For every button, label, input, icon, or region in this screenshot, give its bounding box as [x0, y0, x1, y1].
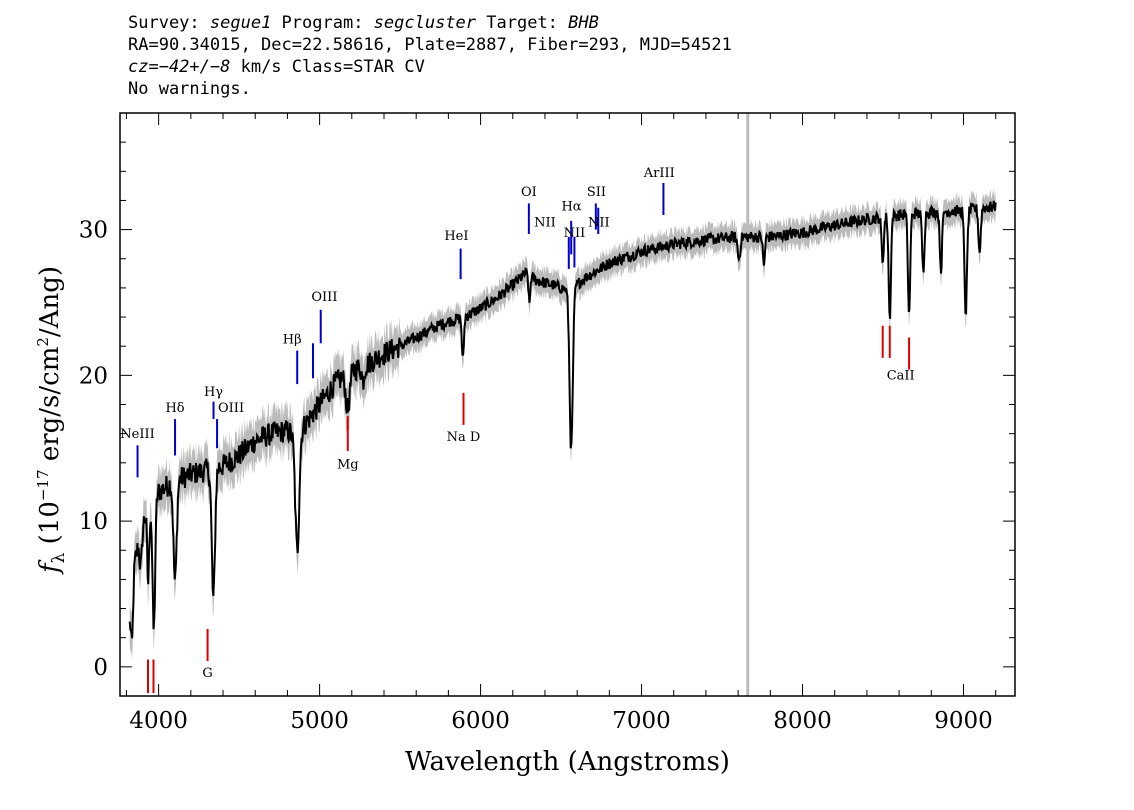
header-line-redshift: cz=−42+/−8 km/s Class=STAR CV: [128, 56, 732, 78]
emission-line-label: SII: [587, 185, 606, 200]
emission-line-label: OIII: [218, 401, 244, 416]
y-label-lambda: λ: [49, 552, 69, 563]
y-label-per-ang: /Ang): [35, 266, 65, 337]
target-label: Target:: [476, 13, 569, 33]
emission-line-label: Hγ: [204, 385, 223, 400]
program-value: segcluster: [373, 13, 477, 33]
emission-line-label: NII: [564, 226, 586, 241]
emission-line-label: NII: [534, 216, 556, 231]
y-tick-label: 20: [79, 363, 108, 389]
class-value: km/s Class=STAR CV: [230, 57, 425, 77]
y-tick-label: 0: [93, 655, 108, 681]
target-value: BHB: [568, 13, 599, 33]
flux-line-layer: [128, 200, 997, 639]
header-line-warnings: No warnings.: [128, 79, 251, 99]
x-tick-label: 5000: [290, 708, 349, 734]
y-label-square: 2: [34, 337, 52, 347]
flux-series: [128, 200, 997, 639]
x-tick-label: 9000: [934, 708, 993, 734]
x-tick-label: 7000: [612, 708, 671, 734]
absorption-line-label: Mg: [337, 458, 359, 473]
emission-line-label: ArIII: [643, 166, 675, 181]
header-line-survey: Survey: segue1 Program: segcluster Targe…: [128, 12, 732, 34]
survey-label: Survey:: [128, 13, 210, 33]
noise-band-layer: [129, 188, 996, 659]
y-label-exponent: −17: [34, 469, 52, 501]
y-label-units: erg/s/cm: [35, 347, 65, 470]
x-tick-label: 6000: [451, 708, 510, 734]
emission-line-label: NeIII: [120, 427, 154, 442]
x-tick-label: 8000: [773, 708, 832, 734]
emission-line-label: NII: [588, 216, 610, 231]
emission-line-label: Hα: [561, 200, 581, 215]
absorption-line-label: G: [202, 666, 212, 681]
survey-value: segue1: [209, 13, 272, 33]
header-line-coordinates: RA=90.34015, Dec=22.58616, Plate=2887, F…: [128, 35, 732, 55]
absorption-line-label: Na D: [447, 430, 481, 445]
y-tick-label: 30: [79, 218, 108, 244]
program-label: Program:: [271, 13, 374, 33]
y-tick-label: 10: [79, 509, 108, 535]
y-axis-label: fλ (10−17 erg/s/cm2/Ang): [34, 266, 69, 575]
emission-line-label: HeI: [444, 229, 468, 244]
absorption-line-label: CaII: [887, 369, 915, 384]
spectrum-header: Survey: segue1 Program: segcluster Targe…: [128, 12, 732, 100]
axis-ticks-layer: 4000 5000 6000 7000 8000 9000 0 10 20 30: [79, 112, 1015, 734]
line-markers-layer: NeIIIHδHγOIIIHβOIIIHeIOINIIHαNIISIINIIAr…: [120, 166, 915, 694]
emission-line-label: OI: [521, 185, 537, 200]
emission-line-label: Hβ: [283, 332, 302, 347]
noise-band: [129, 188, 996, 659]
y-label-scale: (10: [35, 501, 65, 553]
cz-value: cz=−42+/−8: [128, 57, 231, 77]
x-tick-label: 4000: [129, 708, 188, 734]
emission-line-label: OIII: [311, 290, 337, 305]
emission-line-label: Hδ: [165, 401, 184, 416]
x-axis-label: Wavelength (Angstroms): [405, 747, 730, 777]
